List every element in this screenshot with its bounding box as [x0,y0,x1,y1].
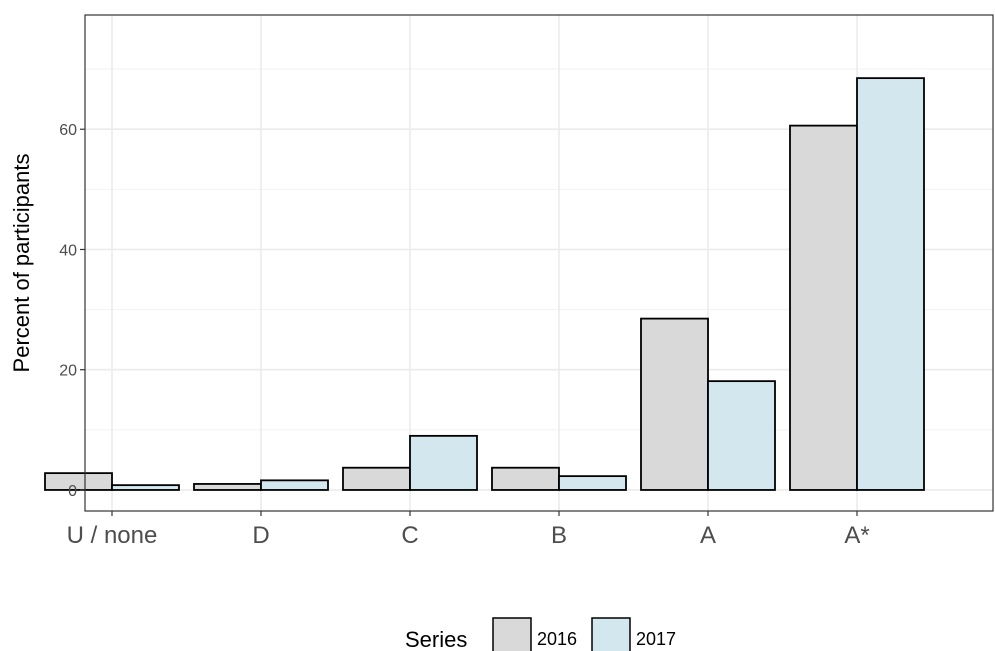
y-axis-title: Percent of participants [9,154,34,373]
x-tick-label: A* [844,522,869,549]
x-tick-label: D [252,522,269,549]
bar-2016-C [342,466,411,491]
y-tick-label: 0 [68,483,77,500]
y-tick-label: 20 [59,363,77,380]
plot-panel-border [84,14,994,512]
bar-2016-D [193,483,262,491]
legend-key-2016 [492,617,532,651]
x-tick-label: C [401,522,418,549]
y-tick-label: 40 [59,242,77,259]
bar-2017-D [260,479,329,491]
legend-label-2016: 2016 [537,629,577,649]
y-axis: 0 20 40 60 [59,122,85,500]
y-tick-label: 60 [59,122,77,139]
legend-key-2017 [591,617,631,651]
bar-2017-U-none [111,484,180,491]
legend-label-2017: 2017 [636,629,676,649]
x-tick-label: A [700,522,716,549]
x-tick-label: B [551,522,567,549]
bar-2017-C [409,434,478,491]
bar-2017-A [707,380,776,491]
legend-title: Series [405,627,467,651]
x-axis: U / none D C B A A* [67,511,870,549]
bar-2016-B [491,466,560,491]
bar-2017-B [558,475,627,491]
bar-2016-A [640,317,709,491]
x-tick-label: U / none [67,522,158,549]
legend: Series 2016 2017 [405,617,676,651]
bar-2017-Astar [856,77,925,491]
bar-2016-Astar [789,124,858,491]
bars [44,77,925,491]
bar-2016-U-none [44,472,113,491]
